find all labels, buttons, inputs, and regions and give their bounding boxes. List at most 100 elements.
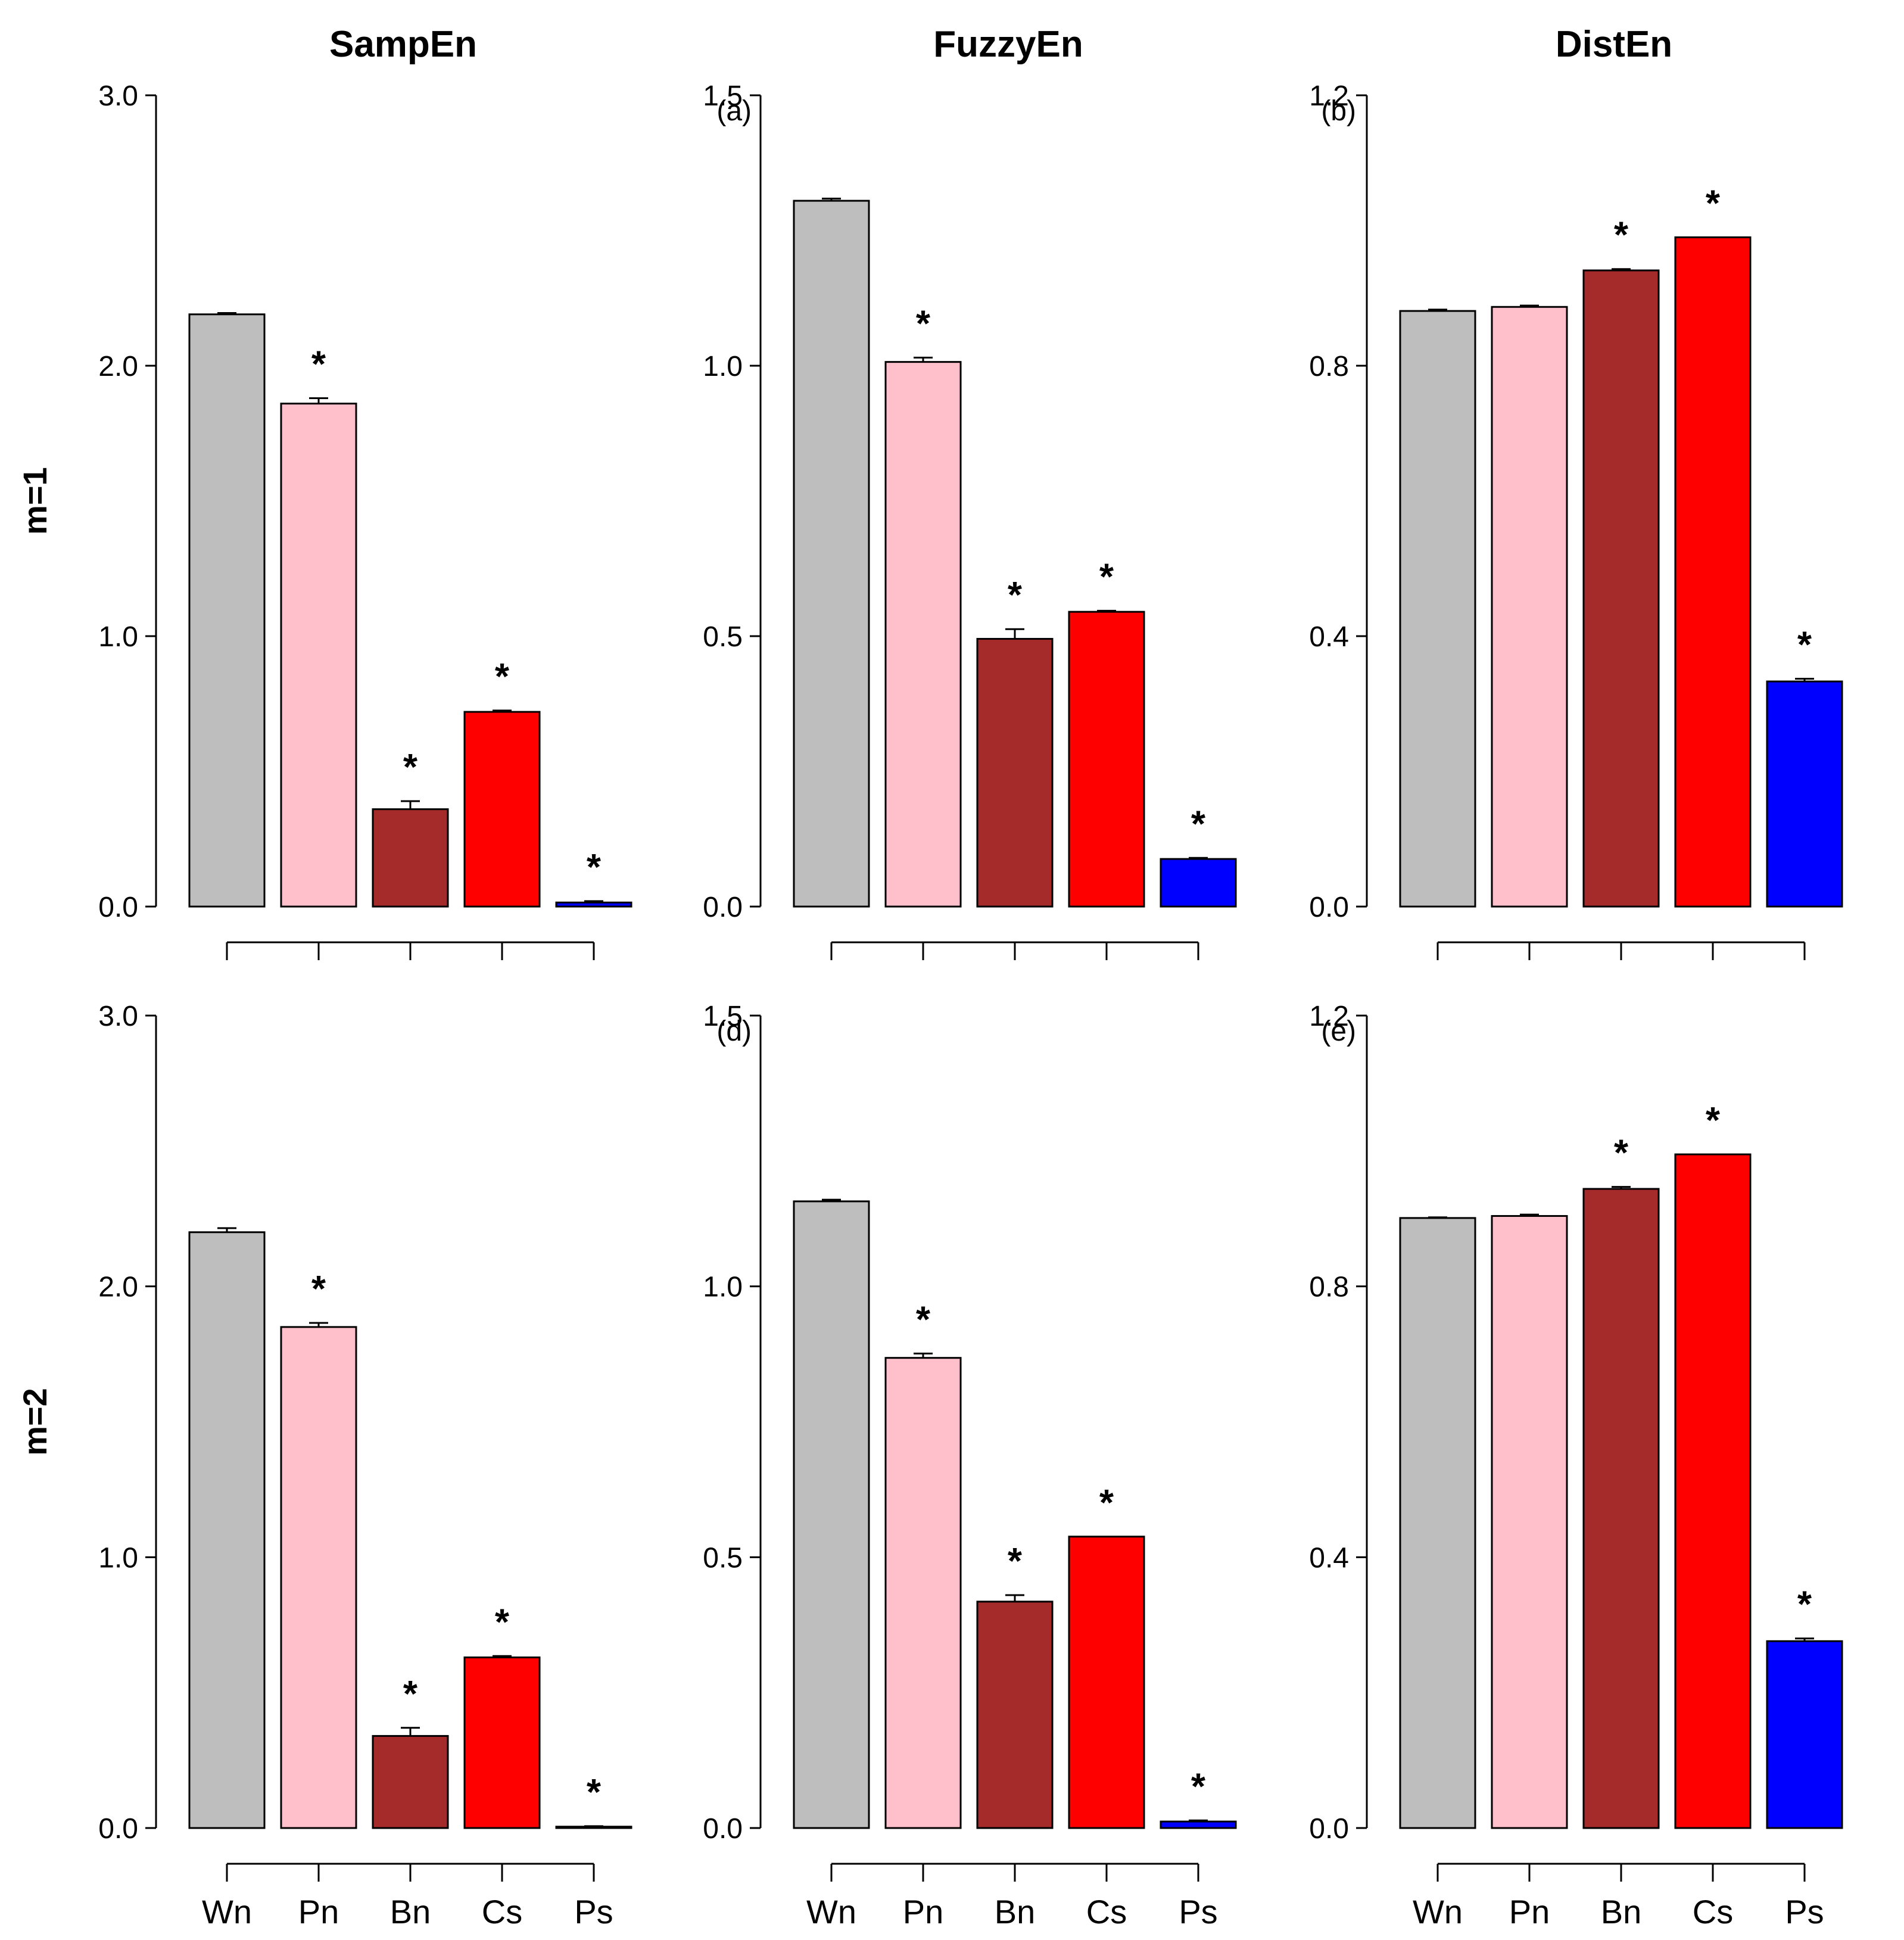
significance-star: * xyxy=(1008,575,1023,616)
x-tick-label-pn: Pn xyxy=(903,1893,944,1930)
y-tick-label: 0.5 xyxy=(703,621,743,653)
significance-star: * xyxy=(495,1602,510,1643)
significance-star: * xyxy=(311,1269,326,1310)
column-title-disten: DistEn xyxy=(1556,24,1672,65)
column-title-fuzzyen: FuzzyEn xyxy=(933,24,1083,65)
bar-bn xyxy=(372,808,449,908)
y-tick-label: 2.0 xyxy=(98,351,138,382)
panel-label: (e) xyxy=(1321,1016,1356,1047)
bar-ps xyxy=(1160,858,1237,908)
panel-label: (d) xyxy=(716,1016,752,1047)
x-tick-label-ps: Ps xyxy=(574,1893,613,1930)
significance-star: * xyxy=(1191,1766,1206,1807)
bar-bn xyxy=(1582,269,1660,908)
bar-wn xyxy=(793,1200,870,1829)
bar-ps xyxy=(1766,1640,1843,1829)
y-tick-label: 1.0 xyxy=(98,1542,138,1574)
bar-pn xyxy=(884,361,962,908)
y-tick-label: 0.4 xyxy=(1309,621,1349,653)
x-tick-label-bn: Bn xyxy=(1601,1893,1642,1930)
y-tick-label: 0.0 xyxy=(703,892,743,923)
y-tick-label: 0.4 xyxy=(1309,1542,1349,1574)
y-tick-label: 1.2 xyxy=(1309,1001,1349,1032)
x-tick-label-pn: Pn xyxy=(1509,1893,1550,1930)
significance-star: * xyxy=(403,1674,418,1715)
y-tick-label: 1.0 xyxy=(703,351,743,382)
y-tick-label: 1.0 xyxy=(98,621,138,653)
y-tick-label: 0.8 xyxy=(1309,351,1349,382)
row-label-m1: m=1 xyxy=(16,467,54,535)
significance-star: * xyxy=(587,847,602,888)
significance-star: * xyxy=(1099,556,1114,597)
bar-cs xyxy=(463,1656,541,1829)
y-tick-label: 2.0 xyxy=(98,1272,138,1303)
significance-star: * xyxy=(403,747,418,788)
panels-layer: 0.0 1.0 2.0 3.0 (a) * * * * 0.0 0.5 1.0 1.5 (b) * * * * 0.… xyxy=(98,80,1843,1930)
bar-bn xyxy=(976,638,1054,908)
bar-cs xyxy=(1068,1536,1145,1829)
y-tick-label: 0.0 xyxy=(98,1813,138,1845)
bar-bn xyxy=(1582,1188,1660,1829)
bar-pn xyxy=(1491,306,1568,908)
panel-d: 0.0 1.0 2.0 3.0 (d) * * * * Wn Pn Bn Cs Ps xyxy=(98,1001,752,1930)
y-tick-label: 3.0 xyxy=(98,1001,138,1032)
y-tick-label: 0.5 xyxy=(703,1542,743,1574)
bar-bn xyxy=(976,1600,1054,1829)
bar-pn xyxy=(884,1357,962,1829)
significance-star: * xyxy=(1797,625,1812,666)
x-tick-label-wn: Wn xyxy=(1413,1893,1463,1930)
significance-star: * xyxy=(1706,1100,1721,1141)
x-tick-label-ps: Ps xyxy=(1179,1893,1217,1930)
x-tick-label-bn: Bn xyxy=(390,1893,431,1930)
x-tick-label-cs: Cs xyxy=(1086,1893,1127,1930)
bar-cs xyxy=(463,711,541,908)
panel-b: 0.0 0.5 1.0 1.5 (b) * * * * xyxy=(703,80,1356,960)
bar-pn xyxy=(280,1326,357,1829)
bar-ps xyxy=(1766,680,1843,908)
bar-pn xyxy=(1491,1215,1568,1829)
bar-bn xyxy=(372,1735,449,1829)
panel-label: (b) xyxy=(1321,95,1356,127)
x-tick-label-ps: Ps xyxy=(1785,1893,1824,1930)
x-tick-label-pn: Pn xyxy=(298,1893,339,1930)
bar-ps xyxy=(1160,1820,1237,1829)
y-tick-label: 0.0 xyxy=(703,1813,743,1845)
bar-cs xyxy=(1674,1153,1752,1829)
x-tick-label-cs: Cs xyxy=(1693,1893,1733,1930)
y-tick-label: 0.8 xyxy=(1309,1272,1349,1303)
bar-wn xyxy=(188,313,266,908)
row-label-m2: m=2 xyxy=(16,1388,54,1456)
x-tick-label-bn: Bn xyxy=(995,1893,1036,1930)
significance-star: * xyxy=(1008,1541,1023,1582)
y-tick-label: 0.0 xyxy=(98,892,138,923)
y-tick-label: 1.5 xyxy=(703,1001,743,1032)
significance-star: * xyxy=(1797,1584,1812,1626)
bar-ps xyxy=(555,901,632,908)
significance-star: * xyxy=(311,344,326,385)
column-title-sampen: SampEn xyxy=(329,24,477,65)
bar-wn xyxy=(188,1231,266,1829)
significance-star: * xyxy=(495,656,510,697)
significance-star: * xyxy=(1614,1133,1629,1174)
panel-label: (a) xyxy=(716,95,752,127)
bar-wn xyxy=(793,200,870,908)
x-tick-label-wn: Wn xyxy=(202,1893,252,1930)
bar-cs xyxy=(1674,236,1752,908)
titles-layer: SampEn FuzzyEn DistEn m=1 m=2 xyxy=(16,24,1672,1456)
bar-pn xyxy=(280,403,357,908)
bar-wn xyxy=(1399,1217,1476,1829)
y-tick-label: 0.0 xyxy=(1309,892,1349,923)
y-tick-label: 1.2 xyxy=(1309,80,1349,112)
significance-star: * xyxy=(1099,1483,1114,1524)
bar-wn xyxy=(1399,310,1476,908)
y-tick-label: 3.0 xyxy=(98,80,138,112)
y-tick-label: 1.5 xyxy=(703,80,743,112)
panel-c: 0.00.40.81.2(c)*** xyxy=(1309,80,1843,960)
significance-star: * xyxy=(1706,183,1721,224)
y-tick-label: 0.0 xyxy=(1309,1813,1349,1845)
y-tick-label: 1.0 xyxy=(703,1272,743,1303)
x-tick-label-cs: Cs xyxy=(482,1893,522,1930)
bar-cs xyxy=(1068,611,1145,908)
